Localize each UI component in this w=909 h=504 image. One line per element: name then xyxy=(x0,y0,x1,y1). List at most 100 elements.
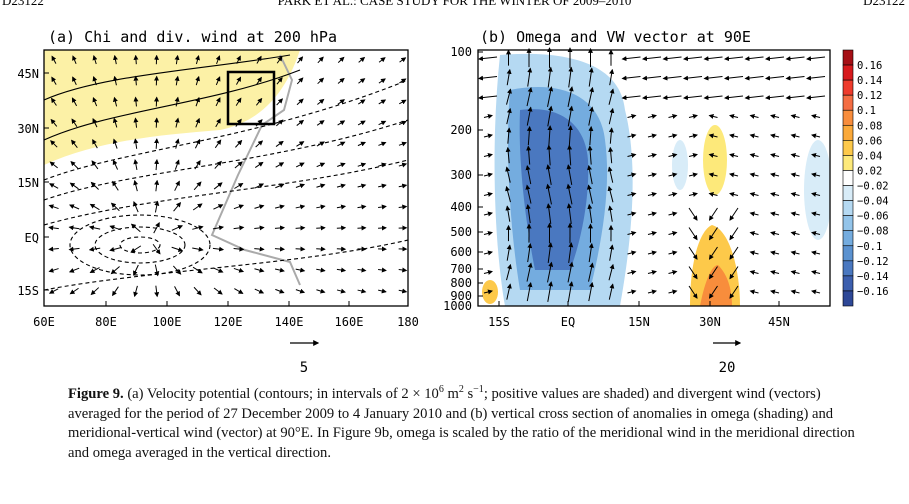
vector xyxy=(483,133,493,139)
vector xyxy=(398,120,407,126)
vector xyxy=(642,56,662,62)
vector xyxy=(233,246,245,252)
vector xyxy=(642,75,662,81)
vector xyxy=(90,181,99,190)
vector xyxy=(256,76,262,85)
vector xyxy=(770,270,780,275)
vector xyxy=(337,99,345,105)
vector xyxy=(378,99,387,105)
vector xyxy=(708,207,718,221)
vector xyxy=(811,192,821,197)
vector xyxy=(336,225,347,231)
vector xyxy=(133,96,139,107)
vector xyxy=(627,192,637,197)
vector xyxy=(785,75,805,81)
vector xyxy=(276,55,283,64)
vector xyxy=(295,204,306,210)
vector xyxy=(254,246,265,252)
vector xyxy=(688,227,698,241)
vector xyxy=(88,225,101,231)
vector xyxy=(505,166,511,183)
vector xyxy=(729,133,739,139)
vector xyxy=(525,203,531,224)
vector xyxy=(770,231,780,236)
vector xyxy=(547,66,553,88)
header-left: D23122 xyxy=(2,0,44,8)
vector xyxy=(627,231,637,236)
vector xyxy=(668,133,678,139)
vector xyxy=(48,225,59,231)
vector xyxy=(608,283,615,300)
vector xyxy=(525,164,532,185)
vector xyxy=(92,117,98,128)
vector xyxy=(608,127,614,144)
vector xyxy=(770,289,780,295)
vector xyxy=(627,133,637,139)
vector xyxy=(588,262,595,282)
vector xyxy=(806,56,826,62)
vector xyxy=(112,75,118,86)
vector xyxy=(193,181,202,191)
y-tick-label: 15N xyxy=(17,176,39,190)
caption-text: (a) Velocity potential (contours; in int… xyxy=(123,386,439,402)
colorbar-label: 0.02 xyxy=(857,165,882,177)
caption: Figure 9. (a) Velocity potential (contou… xyxy=(68,385,858,463)
vector xyxy=(50,118,58,127)
vector xyxy=(527,242,533,263)
vector xyxy=(547,281,553,302)
y-tick-label: 300 xyxy=(450,168,472,182)
vector xyxy=(608,146,614,164)
vector xyxy=(337,120,346,126)
vector xyxy=(811,211,821,217)
vector xyxy=(255,140,264,148)
vector xyxy=(317,56,324,64)
caption-text: Figure 9. xyxy=(68,386,124,402)
caption-text: 2 xyxy=(458,384,464,396)
vector xyxy=(729,153,739,158)
vector xyxy=(378,183,387,189)
vector xyxy=(688,172,698,178)
vector xyxy=(806,95,826,101)
colorbar-label: 0.1 xyxy=(857,105,876,117)
vector xyxy=(276,98,284,106)
vector xyxy=(683,75,703,81)
vector xyxy=(668,192,678,197)
vector xyxy=(133,264,139,276)
vector xyxy=(627,172,637,178)
vector xyxy=(527,67,533,87)
vector xyxy=(729,207,739,221)
panel-a-field xyxy=(44,50,408,291)
vector xyxy=(133,285,139,298)
vector xyxy=(729,114,739,119)
vector xyxy=(154,117,160,128)
vector xyxy=(627,289,637,295)
vector xyxy=(254,183,265,189)
vector xyxy=(254,288,265,294)
vector xyxy=(316,288,326,294)
vector xyxy=(483,211,493,217)
vector xyxy=(92,139,98,149)
colorbar-box xyxy=(842,275,854,292)
vector xyxy=(749,192,759,197)
vector xyxy=(546,203,552,224)
vector xyxy=(72,55,77,65)
vector xyxy=(668,114,678,119)
caption-text: m xyxy=(443,386,459,402)
vector xyxy=(642,95,662,101)
vector xyxy=(316,162,326,168)
vector xyxy=(214,160,222,169)
vector xyxy=(647,250,657,256)
vector xyxy=(233,267,245,273)
vector xyxy=(378,120,387,126)
vector xyxy=(357,204,367,210)
vector xyxy=(588,67,594,87)
vector xyxy=(587,203,593,224)
vector xyxy=(566,183,573,205)
vector xyxy=(295,225,306,231)
vector xyxy=(153,222,160,234)
vector xyxy=(526,281,533,302)
vector xyxy=(546,144,552,166)
vector xyxy=(317,98,325,105)
colorbar-label: 0.12 xyxy=(857,90,882,102)
